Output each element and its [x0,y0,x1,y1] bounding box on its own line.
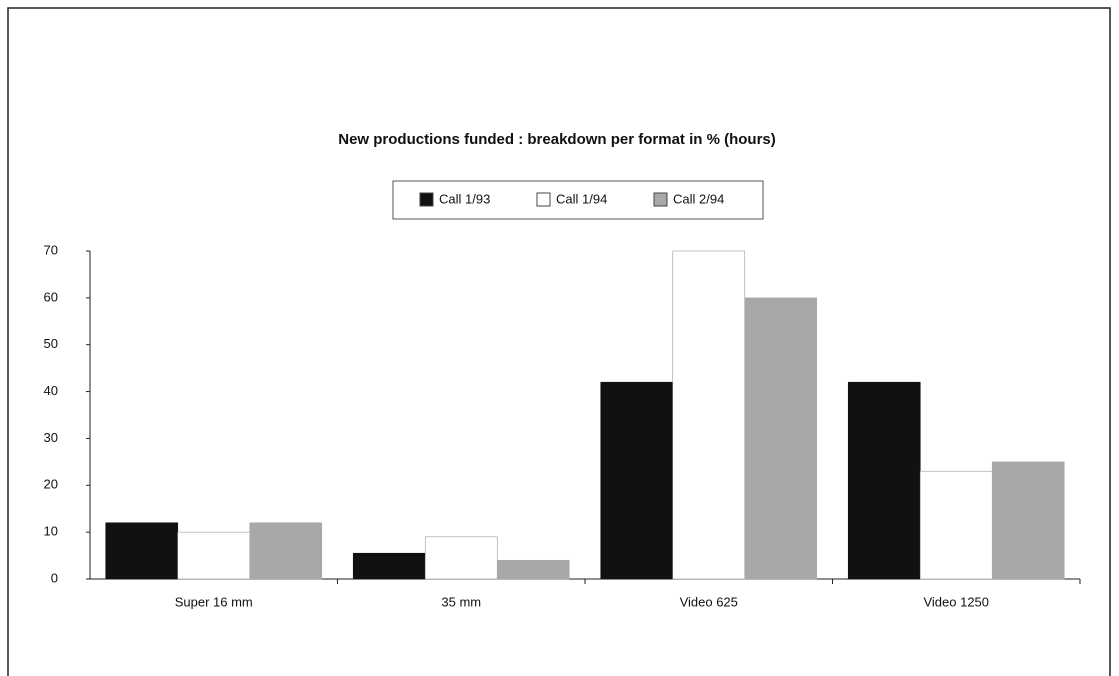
legend-label: Call 1/94 [556,191,607,206]
y-tick-label: 40 [44,383,58,398]
bar [177,531,251,580]
bar [424,536,498,580]
bar [991,461,1065,580]
y-tick-label: 10 [44,524,58,539]
bar [600,381,674,580]
x-tick-label: Video 625 [680,594,738,609]
y-tick-label: 30 [44,430,58,445]
bar [672,250,746,580]
x-tick-label: Video 1250 [923,594,989,609]
legend-label: Call 2/94 [673,191,724,206]
bar [496,559,570,580]
x-tick-label: Super 16 mm [175,594,253,609]
bar [249,522,323,580]
y-tick-label: 0 [51,570,58,585]
legend-label: Call 1/93 [439,191,490,206]
y-tick-label: 50 [44,336,58,351]
y-tick-label: 60 [44,289,58,304]
legend-swatch [419,192,434,207]
bar [847,381,921,580]
y-tick-label: 70 [44,242,58,257]
bar [919,470,993,580]
bar [352,552,426,580]
chart-title: New productions funded : breakdown per f… [338,131,776,148]
legend-swatch [536,192,551,207]
bar [105,522,179,580]
legend-swatch [653,192,668,207]
bar [744,297,818,580]
frame [7,7,1111,676]
x-tick-label: 35 mm [441,594,481,609]
legend-box [392,180,764,220]
y-tick-label: 20 [44,477,58,492]
